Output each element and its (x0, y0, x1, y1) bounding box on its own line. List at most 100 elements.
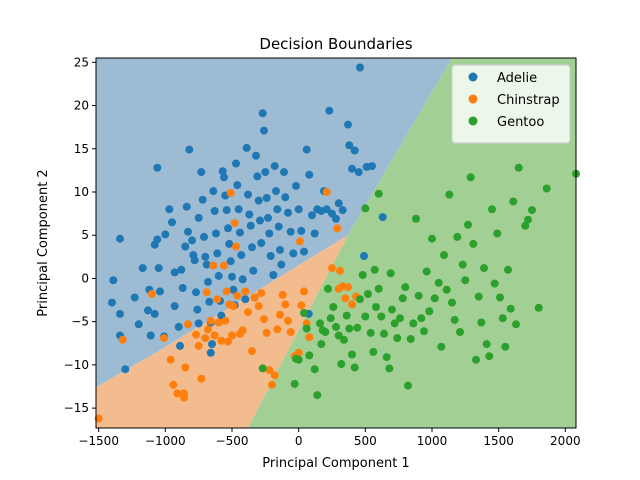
point-gentoo (456, 328, 464, 336)
point-chinstrap (281, 300, 290, 309)
point-gentoo (382, 353, 391, 362)
point-adelie (184, 227, 192, 236)
point-gentoo (374, 189, 383, 198)
point-adelie (297, 226, 306, 235)
point-adelie (144, 306, 152, 315)
point-adelie (197, 168, 206, 177)
x-tick-label: 500 (354, 434, 377, 448)
point-chinstrap (286, 328, 295, 336)
point-adelie (156, 287, 164, 296)
point-adelie (130, 293, 139, 302)
point-adelie (168, 218, 176, 227)
x-tick-label: −500 (216, 434, 249, 448)
point-gentoo (458, 260, 467, 269)
x-axis-label: Principal Component 1 (262, 456, 409, 471)
point-adelie (204, 277, 212, 286)
point-adelie (334, 199, 343, 208)
point-adelie (209, 187, 218, 196)
region-chinstrap (96, 235, 348, 428)
point-adelie (345, 141, 354, 150)
point-chinstrap (210, 331, 219, 340)
point-chinstrap (265, 366, 274, 375)
point-adelie (252, 151, 260, 160)
point-chinstrap (254, 302, 263, 311)
point-adelie (244, 190, 252, 199)
point-chinstrap (148, 290, 156, 298)
point-gentoo (324, 284, 332, 293)
point-adelie (218, 167, 227, 176)
point-chinstrap (238, 326, 247, 335)
point-adelie (256, 216, 264, 225)
point-adelie (260, 126, 268, 135)
point-adelie (253, 172, 262, 181)
point-adelie (192, 288, 200, 297)
point-gentoo (337, 360, 346, 368)
y-axis-label: Principal Component 2 (36, 169, 51, 316)
point-gentoo (294, 355, 303, 364)
point-chinstrap (222, 287, 231, 296)
point-adelie (205, 297, 214, 306)
point-chinstrap (206, 316, 215, 325)
point-gentoo (370, 265, 379, 274)
point-chinstrap (284, 316, 292, 325)
point-gentoo (498, 314, 507, 323)
point-adelie (348, 164, 356, 173)
point-adelie (220, 173, 228, 182)
point-gentoo (390, 319, 399, 328)
point-adelie (185, 145, 194, 154)
point-adelie (258, 109, 267, 118)
point-adelie (229, 285, 238, 294)
point-gentoo (332, 322, 340, 331)
point-adelie (241, 295, 250, 304)
point-adelie (212, 229, 220, 238)
point-gentoo (477, 318, 486, 327)
point-chinstrap (173, 389, 182, 398)
point-chinstrap (300, 287, 308, 296)
point-chinstrap (294, 348, 303, 357)
point-gentoo (448, 298, 456, 307)
point-chinstrap (270, 371, 279, 380)
point-chinstrap (276, 310, 284, 319)
point-adelie (248, 243, 256, 252)
point-adelie (262, 194, 271, 202)
y-tick-label: 0 (81, 271, 89, 285)
y-tick-label: −10 (64, 358, 89, 372)
point-gentoo (482, 340, 491, 349)
point-gentoo (414, 291, 423, 300)
point-adelie (176, 341, 184, 350)
point-adelie (194, 319, 203, 328)
point-gentoo (366, 328, 375, 337)
point-adelie (109, 276, 118, 285)
point-adelie (246, 221, 255, 230)
legend-marker-adelie (468, 72, 478, 82)
y-tick-label: −5 (71, 315, 89, 329)
point-gentoo (340, 335, 348, 344)
point-adelie (344, 120, 352, 129)
data-points (94, 63, 580, 423)
point-chinstrap (257, 289, 266, 298)
point-adelie (194, 213, 203, 222)
point-chinstrap (214, 318, 223, 327)
point-chinstrap (341, 294, 350, 303)
chart-title: Decision Boundaries (259, 35, 412, 53)
point-gentoo (466, 173, 475, 182)
point-gentoo (417, 314, 426, 323)
point-adelie (170, 302, 179, 311)
point-gentoo (302, 324, 311, 333)
point-gentoo (506, 304, 515, 313)
y-tick-label: 20 (74, 99, 89, 113)
point-chinstrap (202, 288, 211, 297)
point-gentoo (490, 279, 499, 288)
point-adelie (138, 264, 147, 273)
point-gentoo (445, 190, 454, 199)
point-adelie (225, 239, 234, 248)
point-gentoo (313, 391, 322, 400)
point-adelie (198, 195, 207, 204)
point-gentoo (488, 205, 496, 214)
point-gentoo (385, 364, 394, 373)
point-chinstrap (118, 335, 127, 344)
y-axis: −15 −10 −5 0 5 10 15 20 25 (64, 55, 96, 415)
point-chinstrap (328, 264, 336, 273)
point-adelie (378, 213, 387, 222)
point-adelie (302, 145, 311, 154)
